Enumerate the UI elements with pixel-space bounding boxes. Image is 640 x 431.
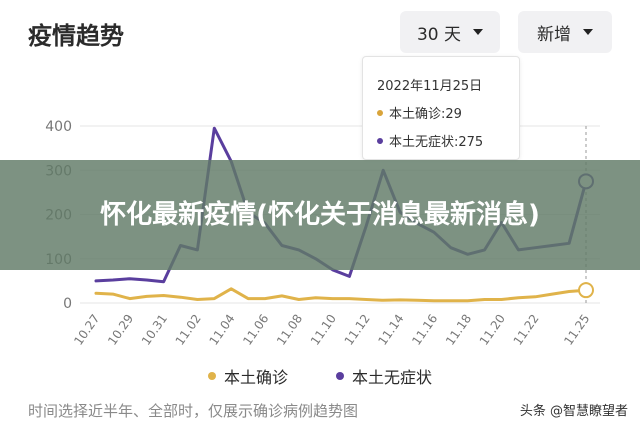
y-tick-label: 400	[45, 119, 72, 135]
caret-down-icon	[473, 29, 484, 35]
chart-tooltip: 2022年11月25日 本土确诊:29 本土无症状:275	[362, 56, 520, 160]
tooltip-date: 2022年11月25日	[377, 79, 483, 94]
x-tick-label: 11.14	[375, 312, 406, 348]
x-tick-label: 11.16	[409, 312, 440, 348]
banner-text: 怀化最新疫情(怀化关于消息最新消息)	[100, 200, 540, 230]
tooltip-asymptomatic-text: 本土无症状:275	[389, 135, 484, 150]
chart-legend: 本土确诊 本土无症状	[0, 364, 640, 388]
legend-label-asymptomatic: 本土无症状	[352, 368, 433, 387]
legend-item-asymptomatic[interactable]: 本土无症状	[336, 364, 432, 388]
series-line-confirmed	[94, 287, 588, 303]
tooltip-row-confirmed: 本土确诊:29	[377, 103, 462, 122]
chart-footnote: 时间选择近半年、全部时，仅展示确诊病例趋势图	[28, 402, 359, 420]
metric-label: 新增	[537, 24, 571, 45]
tooltip-dot-asymptomatic	[377, 137, 383, 144]
tooltip-row-asymptomatic: 本土无症状:275	[377, 131, 483, 150]
x-tick-label: 11.06	[240, 312, 271, 348]
x-tick-label: 11.22	[511, 312, 542, 348]
article-title-banner: 怀化最新疫情(怀化关于消息最新消息)	[0, 160, 640, 270]
metric-dropdown[interactable]: 新增	[518, 11, 612, 53]
x-tick-label: 10.29	[105, 312, 136, 348]
x-tick-label: 10.27	[71, 312, 102, 348]
legend-item-confirmed[interactable]: 本土确诊	[207, 364, 288, 388]
date-range-dropdown[interactable]: 30 天	[400, 11, 500, 53]
tooltip-dot-confirmed	[377, 109, 383, 116]
x-tick-label: 11.20	[477, 312, 508, 348]
x-tick-label: 11.04	[206, 312, 237, 348]
x-tick-label: 11.08	[274, 312, 305, 348]
x-tick-label: 11.12	[342, 312, 373, 348]
x-tick-label: 11.25	[561, 312, 592, 348]
y-tick-label: 0	[63, 296, 72, 312]
x-tick-label: 11.02	[173, 312, 204, 348]
highlight-point-confirmed	[578, 282, 594, 299]
date-range-label: 30 天	[416, 24, 462, 45]
legend-swatch-confirmed	[207, 372, 216, 380]
legend-swatch-asymptomatic	[336, 372, 344, 380]
x-tick-label: 10.31	[139, 312, 170, 348]
caret-down-icon	[583, 29, 593, 35]
x-tick-label: 11.10	[308, 312, 339, 348]
page-title: 疫情趋势	[28, 22, 124, 50]
tooltip-confirmed-text: 本土确诊:29	[389, 107, 462, 122]
x-tick-label: 11.18	[443, 312, 474, 348]
legend-label-confirmed: 本土确诊	[223, 368, 288, 387]
source-watermark: 头条 @智慧瞭望者	[519, 404, 628, 419]
